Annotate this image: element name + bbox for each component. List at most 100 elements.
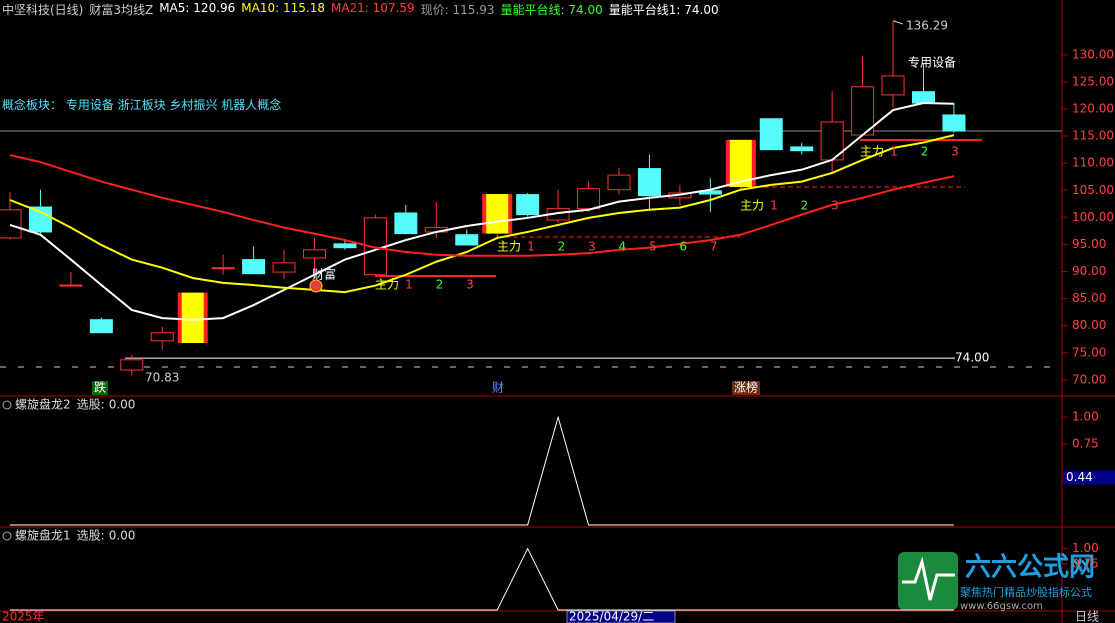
panel-title: 螺旋盘龙2 (15, 397, 71, 412)
zhuli-step: 3 (951, 145, 959, 159)
zhuli-label: 主力 (375, 278, 399, 292)
header-value: 115.18 (279, 1, 325, 15)
panel-icon (2, 400, 12, 410)
zhuli-label: 主力 (860, 145, 884, 159)
candle-body (242, 259, 266, 275)
period: 日线 (1075, 610, 1099, 623)
y-tick-label: 125.00 (1072, 74, 1114, 88)
candle-body (150, 332, 174, 342)
indicator-name: 财富3均线Z (89, 3, 154, 17)
zhuli-step: 2 (558, 240, 566, 254)
candle-body (516, 194, 540, 216)
cursor-box (1063, 470, 1115, 485)
y-tick-label: 130.00 (1072, 47, 1114, 61)
candle-body (637, 168, 661, 197)
symbol: 中坚科技(日线) (2, 3, 84, 17)
candle-body (89, 319, 113, 334)
zhuli-step: 7 (710, 240, 718, 254)
zhuli-step: 1 (890, 145, 898, 159)
header-item: MA21: 107.59 (331, 1, 415, 17)
time-start: 2025年 (2, 610, 45, 623)
zhuli-step: 5 (649, 240, 657, 254)
zhuli-step: 3 (831, 199, 839, 213)
candle-body (303, 249, 326, 259)
readout-name: 选股: (77, 398, 105, 412)
annotation: 财富 (312, 267, 336, 282)
y-tick-label: 110.00 (1072, 156, 1114, 170)
candle-highlight (486, 194, 509, 234)
header-value: 120.96 (189, 1, 236, 15)
zhuli-label: 主力 (740, 199, 764, 213)
wealth-icon (309, 279, 323, 293)
header-label: 量能平台线: (500, 3, 565, 17)
zhuli-step: 2 (801, 199, 809, 213)
ma-line (9, 134, 955, 294)
concept: 概念板块： 专用设备 浙江板块 乡村振兴 机器人概念 (2, 98, 282, 112)
candle-body (211, 267, 235, 270)
peak-label: 136.29 (906, 19, 948, 33)
readout-name: 选股: (77, 529, 105, 543)
zhuli-step: 4 (619, 240, 627, 254)
header-label: MA5: (159, 1, 190, 15)
y-tick-label: 90.00 (1072, 264, 1106, 278)
bottom-marker: 财 (492, 381, 504, 395)
annotation: 专用设备 (908, 55, 956, 70)
header: 中坚科技(日线) 财富3均线Z MA5: 120.96 MA10: 115.18 M… (2, 1, 719, 17)
logo-pulse (902, 556, 955, 601)
y-tick-label: 115.00 (1072, 129, 1114, 143)
time-cursor-box (566, 610, 676, 623)
time-cursor: 2025/04/29/二 (569, 610, 654, 623)
zhuli-step: 1 (527, 240, 535, 254)
zhuli-step: 6 (679, 240, 687, 254)
low-label: 70.83 (145, 371, 179, 385)
candle-body (912, 91, 935, 104)
zhuli-step: 2 (921, 145, 929, 159)
candle-body (790, 146, 814, 152)
signal-line (10, 415, 954, 526)
y-tick-label: 120.00 (1072, 102, 1114, 116)
candle-body (59, 284, 83, 287)
header-label: 现价: (420, 3, 449, 17)
candle-body (333, 243, 357, 249)
peak-arrow (892, 20, 904, 25)
candle-body (394, 212, 418, 235)
header-item: 现价: 115.93 (421, 1, 495, 17)
header-label: MA10: (241, 1, 280, 15)
readout-value: 0.00 (109, 529, 136, 543)
y-tick-label: 75.00 (1072, 345, 1106, 359)
header-item: 量能平台线1: 74.00 (609, 1, 719, 17)
panel-title: 螺旋盘龙1 (15, 528, 71, 543)
panel-icon (2, 531, 12, 541)
y-tick-label: 80.00 (1072, 318, 1106, 332)
header-item: MA5: 120.96 (159, 1, 235, 17)
platform-label: 74.00 (955, 351, 989, 365)
zhuli-step: 1 (405, 278, 413, 292)
candle-body (942, 114, 966, 132)
header-item: MA10: 115.18 (241, 1, 325, 17)
candle-body (607, 174, 631, 191)
zhuli-step: 2 (436, 278, 444, 292)
cursor-label: 0.44 (1066, 470, 1093, 484)
logo-slogan: 聚焦热门精品炒股指标公式 (960, 585, 1092, 599)
zhuli-step: 1 (770, 199, 778, 213)
marker-box (732, 381, 760, 395)
candle-body (0, 209, 22, 239)
y-tick-label: 95.00 (1072, 237, 1106, 251)
zhuli-step: 3 (466, 278, 474, 292)
level-lines (375, 139, 982, 277)
y-tick-label: 0.75 (1072, 556, 1099, 570)
header-value: 107.59 (368, 1, 415, 15)
zhuli-label: 主力 (497, 240, 521, 254)
y-tick-label: 0.75 (1072, 437, 1099, 451)
header-value: 74.00 (680, 3, 719, 17)
signal-line (10, 547, 954, 611)
candle-body (759, 118, 783, 151)
bottom-marker: 跌 (94, 380, 106, 395)
y-tick-label: 105.00 (1072, 183, 1114, 197)
header-label: MA21: (330, 1, 369, 15)
y-tick-label: 85.00 (1072, 291, 1106, 305)
bottom-marker: 涨榜 (734, 380, 758, 395)
candle-body (120, 359, 144, 371)
header-item: 量能平台线: 74.00 (501, 1, 603, 17)
